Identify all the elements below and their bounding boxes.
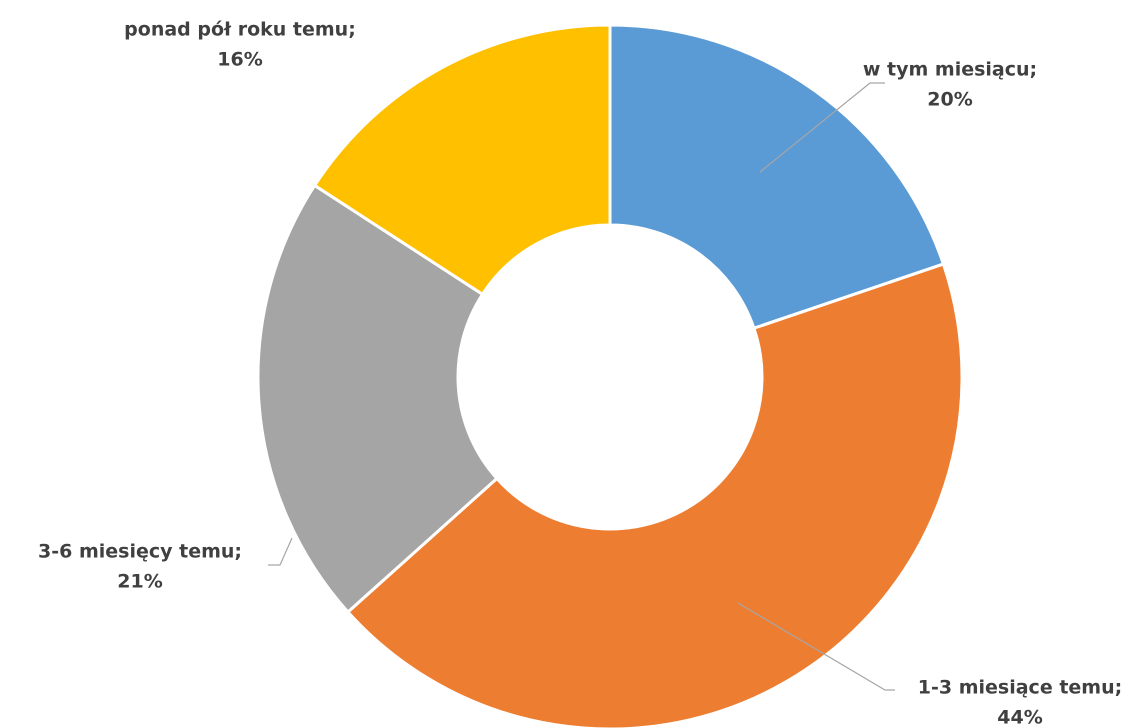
slice-label: ponad pół roku temu;: [124, 19, 356, 41]
donut-slice: [312, 23, 612, 297]
leader-line: [268, 537, 293, 566]
donut-slice: [345, 262, 964, 728]
leader-line: [737, 602, 895, 691]
slice-label: 1-3 miesiące temu;: [918, 677, 1122, 699]
donut-slice: [608, 23, 946, 331]
slice-value-label: 20%: [927, 89, 972, 111]
slice-label: 3-6 miesięcy temu;: [38, 541, 242, 563]
donut-slice: [256, 183, 499, 615]
slice-value-label: 21%: [117, 571, 162, 593]
slice-label: w tym miesiącu;: [863, 59, 1037, 81]
slice-value-label: 44%: [997, 707, 1042, 728]
slice-value-label: 16%: [217, 49, 262, 71]
leader-line: [759, 82, 885, 173]
